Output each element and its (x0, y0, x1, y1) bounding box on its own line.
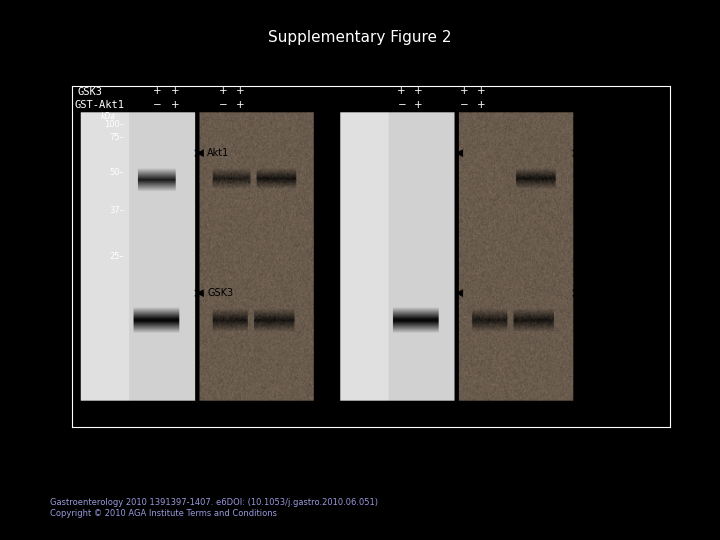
Text: +: + (236, 100, 245, 110)
Text: 37–: 37– (109, 206, 124, 215)
Text: WB: pGSK3: WB: pGSK3 (366, 414, 428, 423)
Text: 100–: 100– (104, 120, 124, 129)
Text: 50–: 50– (109, 168, 124, 177)
Text: GSK3: GSK3 (585, 288, 611, 298)
Text: GST-Akt1: GST-Akt1 (74, 100, 124, 110)
Text: Akt1: Akt1 (585, 148, 608, 158)
Text: +: + (414, 86, 423, 96)
Text: +: + (477, 86, 485, 96)
Text: +: + (153, 86, 161, 96)
Text: 25–: 25– (109, 252, 124, 261)
Text: Input: Input (501, 414, 530, 423)
Text: −: − (219, 100, 228, 110)
Text: −: − (397, 100, 406, 110)
Text: +: + (236, 86, 245, 96)
Text: 75–: 75– (109, 133, 124, 142)
Text: +: + (219, 86, 228, 96)
Text: WB: PAS: WB: PAS (114, 414, 161, 423)
Text: +: + (414, 100, 423, 110)
Text: −: − (460, 100, 469, 110)
Text: +: + (397, 86, 406, 96)
Text: Input: Input (242, 414, 271, 423)
Text: −: − (153, 100, 161, 110)
Text: Supplementary Figure 2: Supplementary Figure 2 (269, 30, 451, 45)
Text: GSK3: GSK3 (207, 288, 233, 298)
Text: GSK3: GSK3 (78, 87, 103, 97)
Text: +: + (171, 100, 180, 110)
Text: Akt1: Akt1 (207, 148, 230, 158)
Text: +: + (171, 86, 180, 96)
Text: +: + (477, 100, 485, 110)
Text: +: + (460, 86, 469, 96)
Text: Gastroenterology 2010 1391397-1407. e6DOI: (10.1053/j.gastro.2010.06.051): Gastroenterology 2010 1391397-1407. e6DO… (50, 497, 379, 507)
Text: kDa: kDa (101, 112, 115, 120)
Text: Copyright © 2010 AGA Institute Terms and Conditions: Copyright © 2010 AGA Institute Terms and… (50, 509, 277, 518)
